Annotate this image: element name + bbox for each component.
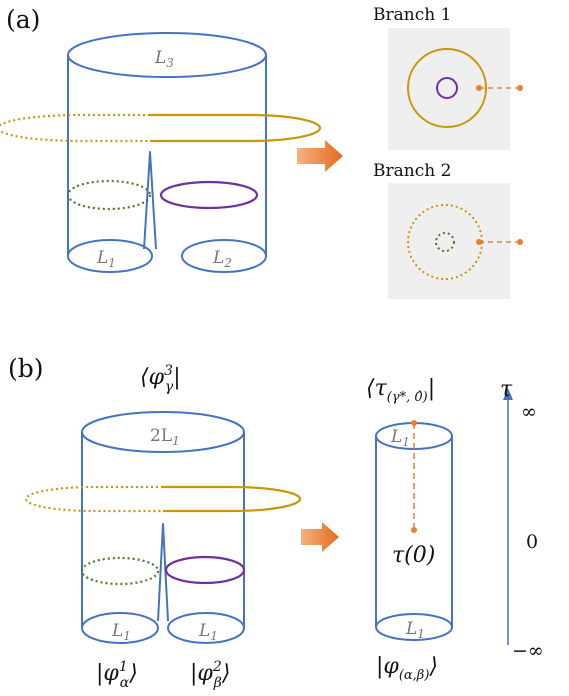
branch2-box <box>388 183 510 299</box>
panel-a-leg-left-label: L1 <box>96 248 116 270</box>
branch2-green-circle <box>435 232 455 252</box>
branch1-gold-circle <box>407 48 487 128</box>
branch1-endpoint-inner <box>476 85 482 91</box>
insertion-label: τ(0) <box>392 543 435 568</box>
panel-a-leg-left <box>67 239 153 273</box>
panel-b-leg-right <box>167 612 245 644</box>
single-cylinder-top-label: L1 <box>390 427 410 449</box>
panel-b-gold-loop <box>24 485 302 513</box>
panel-b-label: (b) <box>8 354 44 383</box>
single-cylinder <box>375 422 453 641</box>
panel-a-purple-loop <box>159 180 259 210</box>
panel-a-trouser-cylinder <box>67 32 267 273</box>
panel-a-leg-right <box>181 239 267 273</box>
panel-b-state-beta: |φ2 β⟩ <box>190 659 230 691</box>
branch2-endpoint-outer <box>517 239 523 245</box>
panel-a-gold-loop <box>0 113 322 143</box>
tau-axis-top: ∞ <box>521 401 537 423</box>
panel-a-top-ellipse <box>67 32 267 78</box>
panel-a-top-label: L3 <box>154 48 174 70</box>
branch1-purple-circle <box>436 77 458 99</box>
single-cylinder-bottom-label: L1 <box>405 619 425 641</box>
tau-axis-arrowhead-icon <box>503 388 513 400</box>
branch1-endpoint-outer <box>517 85 523 91</box>
panel-a-label: (a) <box>6 5 40 34</box>
branch1-box <box>388 28 510 150</box>
panel-b-green-loop <box>80 556 160 586</box>
panel-a-arrow-icon <box>297 140 343 172</box>
branch2-endpoint-inner <box>476 239 482 245</box>
cylinder-top-state: ⟨τ(γ*, 0̂)| <box>366 376 435 405</box>
cylinder-bottom-state: |φ(α,β)⟩ <box>376 654 438 683</box>
single-cylinder-endpoint-bottom <box>411 527 417 533</box>
tau-axis-mid: 0 <box>526 531 538 553</box>
single-cylinder-bottom <box>375 613 453 641</box>
panel-b-crotch <box>157 523 169 622</box>
branch1-label: Branch 1 <box>373 5 451 25</box>
panel-b-purple-loop <box>164 555 246 585</box>
panel-a-leg-right-label: L2 <box>212 248 232 270</box>
panel-b-state-alpha: |φ1 α⟩ <box>96 659 138 691</box>
panel-b-arrow-icon <box>301 522 339 552</box>
tau-axis-bottom: −∞ <box>512 640 544 662</box>
panel-b-trouser-cylinder <box>81 411 245 644</box>
panel-b-leg-right-label: L1 <box>198 621 218 643</box>
panel-b-top-state: ⟨φ3 γ| <box>140 363 181 395</box>
panel-b-leg-left-label: L1 <box>111 621 131 643</box>
panel-b-leg-left <box>81 612 159 644</box>
panel-b-top-label: 2L1 <box>150 426 180 448</box>
panel-a-green-loop <box>66 179 152 211</box>
single-cylinder-endpoint-top <box>411 420 417 426</box>
panel-a-crotch <box>143 151 157 250</box>
panel-b-top-ellipse <box>81 411 245 453</box>
branch2-label: Branch 2 <box>373 161 451 181</box>
tau-axis-symbol: τ <box>500 377 513 402</box>
